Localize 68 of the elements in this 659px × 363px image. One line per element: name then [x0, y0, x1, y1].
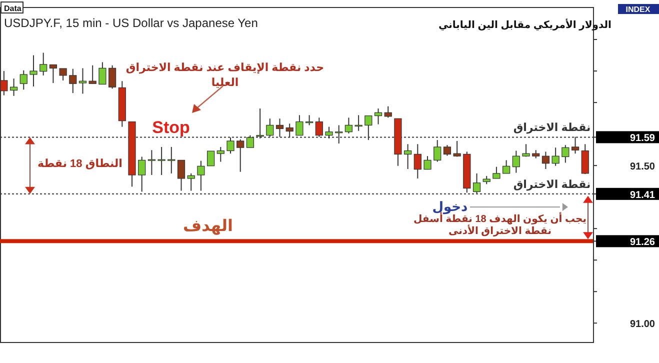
candlestick: [207, 150, 215, 166]
candlestick: [522, 144, 530, 158]
ref-line-label: نقطة الاختراق: [513, 122, 591, 134]
candlestick: [354, 114, 362, 132]
candlestick: [236, 138, 244, 172]
candlestick: [276, 118, 284, 138]
candlestick: [364, 115, 372, 141]
candlestick: [404, 144, 412, 170]
candlestick: [492, 166, 500, 179]
candlestick: [512, 150, 520, 174]
candlestick: [256, 108, 264, 139]
candlestick: [187, 172, 195, 192]
candlestick: [542, 151, 550, 170]
candlestick: [88, 64, 96, 84]
candlestick: [434, 140, 442, 162]
candlestick: [286, 123, 294, 138]
candlestick: [562, 144, 570, 164]
ref-line-label: نقطة الاختراق: [513, 178, 591, 191]
candlestick: [296, 114, 304, 136]
candlestick: [197, 160, 205, 192]
candlestick: [216, 146, 224, 162]
candlestick: [138, 156, 146, 192]
annotation: Data: [4, 4, 22, 13]
candlestick: [571, 136, 580, 154]
candlestick: [168, 146, 176, 174]
y-tick-label: 91.50: [630, 162, 656, 173]
y-tick-label: 91.26: [630, 237, 656, 248]
text: USDJPY.F, 15 min - US Dollar vs Japanese Yen: [4, 16, 258, 30]
candlestick: [414, 144, 422, 179]
candlestick: [148, 150, 156, 176]
candlestick: [552, 147, 560, 166]
candlestick: [40, 52, 48, 76]
candlestick: [315, 117, 323, 138]
y-tick-label: 91.59: [630, 133, 656, 144]
candlestick: [472, 172, 481, 194]
candlestick: [49, 64, 57, 84]
candlestick: [325, 126, 333, 139]
y-tick-label: 91.41: [630, 190, 656, 201]
candlestick: [78, 68, 87, 94]
candlestick: [158, 146, 166, 176]
candlestick: [374, 108, 382, 125]
candlestick: [443, 144, 452, 156]
candlestick: [453, 140, 461, 158]
annotation: دخول: [432, 199, 468, 215]
candlestick: [581, 144, 589, 175]
candlestick: [384, 106, 392, 118]
ref-line-label: الهدف: [183, 218, 233, 236]
candlestick: [266, 118, 274, 138]
candlestick: [98, 62, 106, 85]
candlestick: [246, 134, 254, 148]
candlestick: [30, 54, 38, 87]
candlestick: [424, 156, 432, 170]
candlestick: [10, 78, 18, 96]
candlestick: [59, 68, 67, 81]
candlestick: [306, 114, 314, 126]
annotation: حدد نقطة الإيقاف عند نقطة الاختراق العليا: [126, 62, 324, 89]
candlestick: [502, 160, 510, 174]
annotation: النطاق 18 نقطة: [38, 158, 122, 170]
candlestick: [344, 117, 353, 134]
candlestick: [20, 70, 28, 90]
candlestick: [69, 68, 77, 94]
annotation: Stop: [152, 118, 190, 137]
candlestick: [177, 160, 186, 192]
y-tick-label: 91.00: [630, 319, 656, 330]
candlestick: [335, 124, 343, 144]
candlestick: [108, 64, 116, 90]
text: INDEX: [626, 5, 651, 14]
candlestick: [226, 137, 234, 154]
